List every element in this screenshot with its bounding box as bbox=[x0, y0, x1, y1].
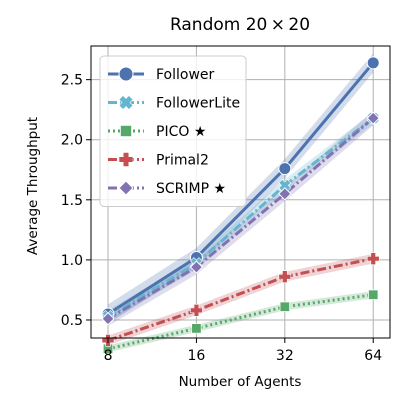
x-axis-label: Number of Agents bbox=[179, 374, 302, 390]
y-tick-label: 1.5 bbox=[61, 193, 83, 209]
legend-label: PICO ★ bbox=[156, 124, 206, 140]
data-point bbox=[101, 312, 115, 326]
legend-label: Primal2 bbox=[156, 153, 209, 169]
legend-marker bbox=[120, 125, 133, 138]
y-tick-label: 1.0 bbox=[61, 253, 83, 269]
series-line bbox=[107, 116, 375, 321]
x-axis-ticks: 8 16 32 64 bbox=[104, 338, 382, 364]
data-point bbox=[189, 260, 204, 274]
data-point bbox=[366, 56, 380, 70]
legend-marker bbox=[118, 180, 134, 196]
x-tick-label: 32 bbox=[276, 348, 294, 364]
x-tick-label: 8 bbox=[104, 348, 113, 364]
series-markers bbox=[101, 56, 380, 355]
legend-marker bbox=[118, 95, 134, 110]
legend-marker bbox=[118, 66, 134, 82]
data-point bbox=[278, 270, 292, 284]
series-line bbox=[107, 61, 375, 316]
data-point bbox=[279, 301, 291, 312]
plot-frame bbox=[90, 45, 391, 339]
y-tick-label: 2.0 bbox=[61, 133, 83, 149]
series-line bbox=[107, 293, 374, 351]
confidence-band bbox=[108, 291, 374, 353]
x-tick-label: 64 bbox=[364, 348, 382, 364]
x-tick-label: 16 bbox=[188, 348, 206, 364]
y-tick-label: 2.5 bbox=[61, 73, 83, 89]
data-point bbox=[278, 187, 292, 201]
data-point bbox=[191, 323, 202, 334]
legend-item: PICO ★ bbox=[108, 124, 206, 140]
y-axis-ticks: 0.5 1.0 1.5 2.0 2.5 bbox=[61, 73, 91, 329]
legend-item: FollowerLite bbox=[108, 95, 240, 112]
data-point bbox=[366, 111, 380, 125]
legend-item: Primal2 bbox=[108, 152, 209, 169]
legend-item: SCRIMP ★ bbox=[108, 180, 226, 197]
data-point bbox=[368, 289, 379, 300]
series-line bbox=[107, 116, 375, 318]
y-axis-label: Average Throughput bbox=[25, 117, 41, 255]
y-tick-label: 0.5 bbox=[61, 313, 83, 329]
legend-item: Follower bbox=[108, 66, 215, 83]
legend-marker bbox=[118, 152, 134, 167]
confidence-band bbox=[108, 112, 374, 323]
legend: Follower FollowerLite PICO ★ Primal2 SCRIMP … bbox=[99, 55, 247, 207]
legend-box bbox=[99, 55, 247, 207]
confidence-band bbox=[108, 253, 374, 346]
series-lines bbox=[107, 61, 375, 351]
data-point bbox=[366, 252, 380, 265]
series-line bbox=[107, 257, 374, 342]
legend-label: Follower bbox=[156, 67, 215, 83]
data-point bbox=[190, 304, 203, 317]
legend-label: SCRIMP ★ bbox=[156, 181, 226, 197]
data-point bbox=[278, 162, 292, 176]
legend-label: FollowerLite bbox=[156, 96, 240, 112]
chart-title: Random 20 × 20 bbox=[170, 15, 310, 35]
